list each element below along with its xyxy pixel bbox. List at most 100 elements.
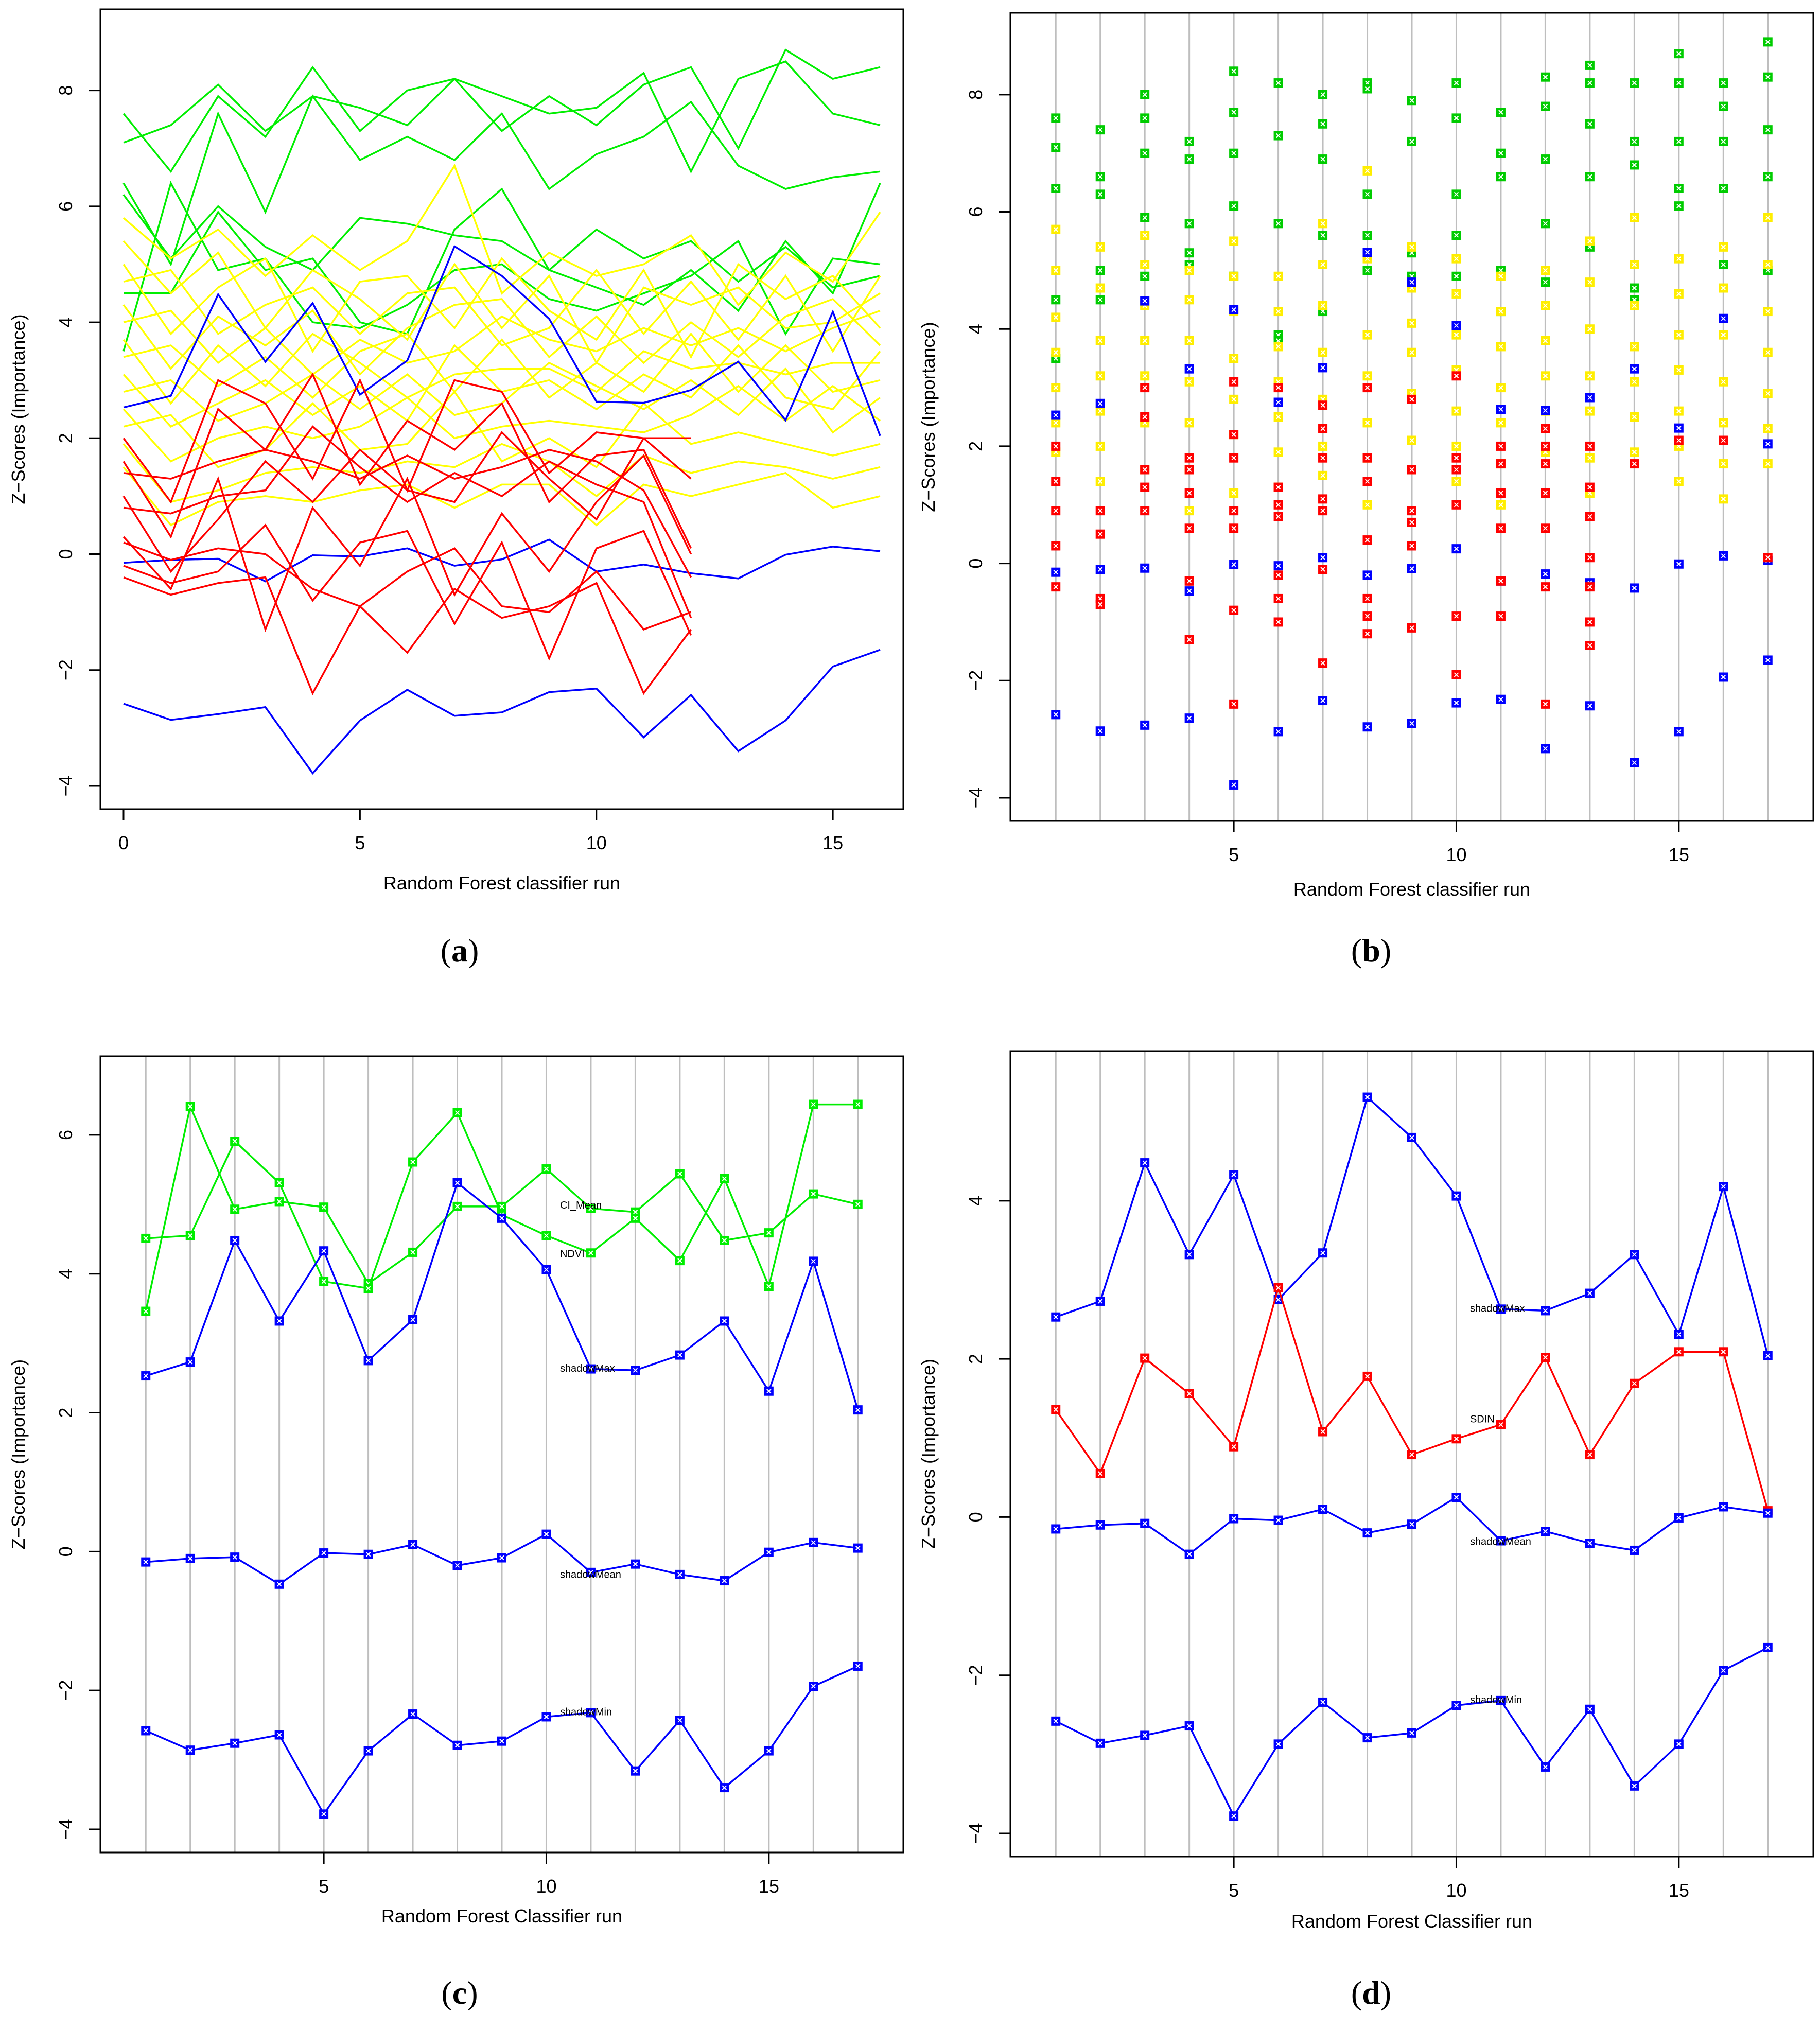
point-NDVI-cross [811,1102,816,1107]
point-tentative-cross [1454,291,1459,296]
point-tentative-cross [1097,285,1103,291]
point-rejected-cross [1142,508,1147,513]
series-group [141,1099,863,1819]
point-confirmed-cross [1364,268,1370,273]
plot-frame [99,8,904,810]
series-group [1051,1092,1773,1821]
point-tentative-cross [1676,291,1682,296]
point-rejected-cross [1275,514,1281,519]
point-CI_Mean-cross [321,1204,326,1210]
point-confirmed-cross [1721,80,1726,85]
point-rejected-cross [1587,484,1592,490]
point-shadowMean-cross [365,1552,371,1557]
point-tentative-cross [1721,285,1726,291]
point-confirmed-cross [1765,127,1771,132]
point-tentative-cross [1097,338,1103,343]
point-shadowMin-cross [1053,1719,1058,1724]
point-confirmed-cross [1142,150,1147,156]
point-confirmed-cross [1053,297,1058,303]
point-shadowMin-cross [143,1728,148,1734]
point-tentative-cross [1097,244,1103,250]
point-confirmed-cross [1320,233,1325,238]
panel-d: shadowMax SDIN shadowMean shadowMin 5 10 15 −4−… [910,1012,1820,2025]
point-shadowMin-cross [1543,1764,1548,1770]
series-group [1051,37,1773,790]
point-CI_Mean-cross [232,1207,237,1212]
x-tick-label: 15 [1669,1880,1689,1901]
y-tick-label: −4 [965,787,986,808]
series-line-tentative [122,333,880,405]
point-tentative-cross [1498,344,1503,349]
series-line-confirmed [122,181,881,352]
point-tentative-cross [1632,215,1637,220]
point-rejected-cross [1320,496,1325,502]
point-rejected-cross [1186,491,1192,496]
point-rejected-cross [1364,537,1370,543]
point-shadowMax-cross [1320,1250,1325,1255]
point-rejected-cross [1142,484,1147,490]
point-NDVI-cross [232,1139,237,1144]
point-rejected-cross [1454,672,1459,677]
point-shadow-cross [1364,724,1370,729]
point-shadowMax-cross [1142,1160,1147,1165]
x-tick-label: 10 [1446,844,1466,865]
point-shadow-cross [1454,700,1459,706]
point-tentative-cross [1320,221,1325,226]
point-tentative-cross [1765,309,1771,314]
point-shadowMin-cross [1364,1735,1370,1740]
point-shadowMax-cross [1053,1314,1058,1320]
point-confirmed-cross [1364,233,1370,238]
point-shadowMin-cross [811,1684,816,1689]
point-rejected-cross [1676,438,1682,443]
point-rejected-cross [1142,414,1147,419]
point-NDVI-cross [633,1216,638,1221]
point-tentative-cross [1186,297,1192,303]
point-tentative-cross [1409,244,1414,250]
point-shadowMean-cross [1186,1551,1192,1557]
point-SDIN-cross [1097,1471,1103,1476]
point-shadowMean-cross [1320,1507,1325,1512]
x-axis: 5 10 15 [1229,1857,1689,1901]
point-shadow-cross [1275,399,1281,405]
series-line-tentative [123,332,881,399]
point-rejected-cross [1275,619,1281,625]
point-confirmed-cross [1275,221,1281,226]
point-tentative-cross [1587,238,1592,244]
point-rejected-cross [1186,526,1192,531]
point-shadowMean-cross [321,1550,326,1555]
point-shadowMin-cross [677,1718,682,1723]
series-line-rejected [122,372,692,549]
series-line-rejected [123,448,692,578]
point-shadowMean-cross [1409,1522,1414,1527]
point-shadowMax-cross [1186,1252,1192,1257]
point-tentative-cross [1676,479,1682,484]
y-axis: −4 −2 0 2 4 6 8 [55,85,100,797]
point-confirmed-cross [1721,103,1726,109]
point-tentative-cross [1409,321,1414,326]
point-rejected-cross [1454,502,1459,508]
point-shadowMax-cross [722,1318,727,1324]
point-confirmed-cross [1765,74,1771,80]
point-shadowMin-cross [276,1732,282,1738]
point-tentative-cross [1186,508,1192,513]
point-confirmed-cross [1097,191,1103,197]
series-line-tentative [122,298,881,376]
y-axis-label: Z−Scores (Importance) [8,314,29,504]
point-shadow-cross [1097,401,1103,406]
point-shadowMean-cross [1765,1511,1771,1516]
point-rejected-cross [1364,614,1370,619]
point-confirmed-cross [1632,139,1637,144]
point-rejected-cross [1364,385,1370,390]
point-SDIN-cross [1632,1381,1637,1386]
point-shadowMean-cross [1632,1548,1637,1553]
point-tentative-cross [1454,444,1459,449]
point-tentative-cross [1587,455,1592,461]
point-rejected-cross [1097,531,1103,537]
point-shadowMax-cross [187,1359,193,1365]
point-rejected-cross [1543,526,1548,531]
point-shadowMin-cross [1721,1668,1726,1673]
y-tick-label: 4 [965,1196,986,1206]
chart-a: 0 5 10 15 −4 −2 0 2 4 6 8 Random Forest classifier … [8,8,904,894]
point-rejected-cross [1231,455,1236,461]
point-shadowMin-cross [766,1748,772,1754]
